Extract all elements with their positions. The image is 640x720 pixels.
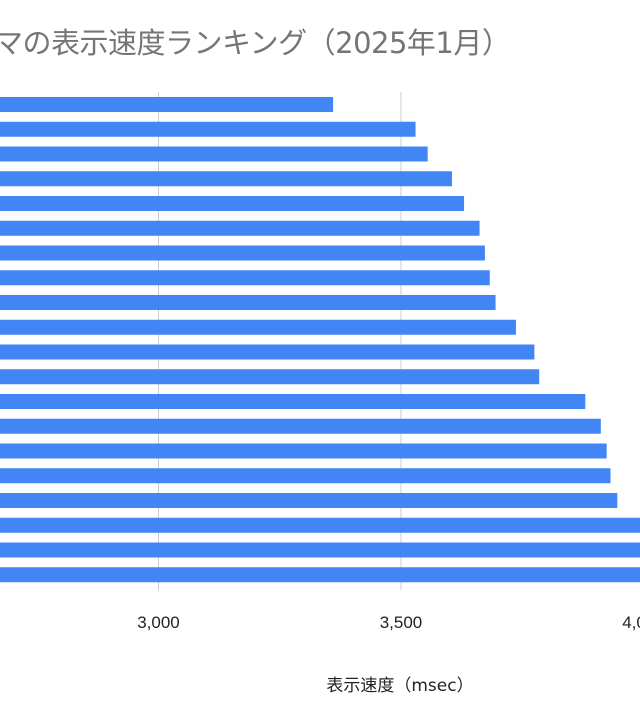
gridlines bbox=[158, 92, 402, 590]
bar-19 bbox=[0, 567, 640, 583]
bar-13 bbox=[0, 418, 601, 434]
bar-1 bbox=[0, 121, 416, 137]
x-tick-label-1: 3,500 bbox=[380, 613, 423, 632]
x-tick-label-0: 3,000 bbox=[137, 613, 180, 632]
x-tick-label-2: 4,000 bbox=[622, 613, 640, 632]
x-axis-ticks: 3,000 3,500 4,000 bbox=[137, 613, 640, 632]
bar-7 bbox=[0, 270, 490, 286]
bar-10 bbox=[0, 344, 535, 360]
bar-3 bbox=[0, 171, 452, 187]
x-axis-title: 表示速度（msec） bbox=[326, 676, 473, 696]
bar-12 bbox=[0, 394, 586, 409]
bar-15 bbox=[0, 468, 611, 484]
bar-5 bbox=[0, 220, 480, 236]
bar-18 bbox=[0, 542, 640, 558]
bar-14 bbox=[0, 443, 607, 459]
bars bbox=[0, 97, 640, 583]
bar-0 bbox=[0, 97, 334, 112]
bar-11 bbox=[0, 369, 540, 385]
bar-6 bbox=[0, 245, 485, 261]
chart-title: マの表示速度ランキング（2025年1月） bbox=[0, 26, 511, 60]
bar-16 bbox=[0, 493, 618, 508]
bar-8 bbox=[0, 295, 496, 310]
bar-4 bbox=[0, 196, 465, 211]
bar-9 bbox=[0, 319, 516, 335]
bar-2 bbox=[0, 146, 428, 162]
bar-17 bbox=[0, 517, 640, 533]
